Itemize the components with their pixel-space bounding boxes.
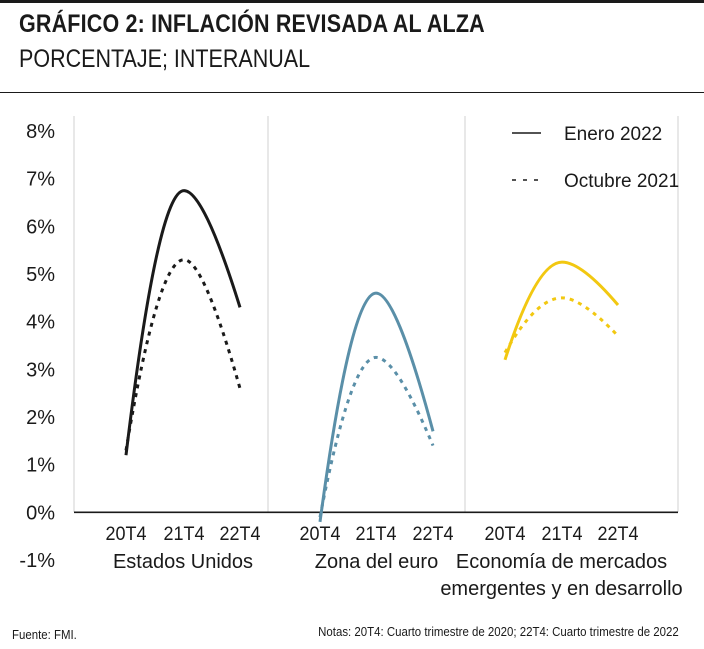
y-tick-label: -1% <box>19 550 55 572</box>
y-tick-label: 4% <box>26 312 55 334</box>
header-divider <box>0 92 704 93</box>
series-line-enero-2022 <box>124 189 242 456</box>
x-tick-label: 20T4 <box>106 524 147 545</box>
x-tick-label: 20T4 <box>300 524 341 545</box>
x-axis: 20T4 21T4 22T4 Estados Unidos 20T4 21T4 22T4 Zo… <box>106 524 683 600</box>
group-label: Estados Unidos <box>113 551 253 573</box>
notes-text: Notas: 20T4: Cuarto trimestre de 2020; 2… <box>318 624 679 639</box>
y-tick-label: 7% <box>26 169 55 191</box>
legend-label: Enero 2022 <box>564 124 662 145</box>
series-line-octubre-2021 <box>318 355 435 518</box>
group-label: emergentes y en desarrollo <box>440 578 682 600</box>
legend: Enero 2022 Octubre 2021 <box>512 124 679 192</box>
y-tick-label: 6% <box>26 216 55 238</box>
top-rule <box>0 0 704 3</box>
y-tick-label: 0% <box>26 502 55 524</box>
chart-title: GRÁFICO 2: INFLACIÓN REVISADA AL ALZA <box>19 10 485 38</box>
x-tick-label: 22T4 <box>220 524 261 545</box>
series-line-enero-2022 <box>503 260 620 361</box>
group-label: Zona del euro <box>315 551 438 573</box>
y-tick-label: 5% <box>26 264 55 286</box>
y-tick-label: 2% <box>26 407 55 429</box>
y-tick-label: 3% <box>26 359 55 381</box>
x-tick-label: 22T4 <box>598 524 639 545</box>
y-tick-label: 8% <box>26 121 55 143</box>
series-line-octubre-2021 <box>503 296 620 354</box>
x-tick-label: 22T4 <box>413 524 454 545</box>
source-note: Fuente: FMI. <box>12 627 77 642</box>
series-line-enero-2022 <box>318 291 435 523</box>
series-layer <box>124 189 620 523</box>
chart: 8% 7% 6% 5% 4% 3% 2% 1% 0% -1% 20T4 21T4 22T4 Estado… <box>19 116 683 600</box>
chart-subtitle: PORCENTAJE; INTERANUAL <box>19 45 311 73</box>
x-tick-label: 21T4 <box>542 524 583 545</box>
x-tick-label: 21T4 <box>164 524 205 545</box>
y-tick-label: 1% <box>26 455 55 477</box>
x-tick-label: 21T4 <box>356 524 397 545</box>
series-line-octubre-2021 <box>124 258 242 451</box>
legend-label: Octubre 2021 <box>564 171 679 192</box>
y-axis: 8% 7% 6% 5% 4% 3% 2% 1% 0% -1% <box>19 121 55 572</box>
group-label: Economía de mercados <box>456 551 667 573</box>
x-tick-label: 20T4 <box>485 524 526 545</box>
grid-layer <box>73 116 679 512</box>
